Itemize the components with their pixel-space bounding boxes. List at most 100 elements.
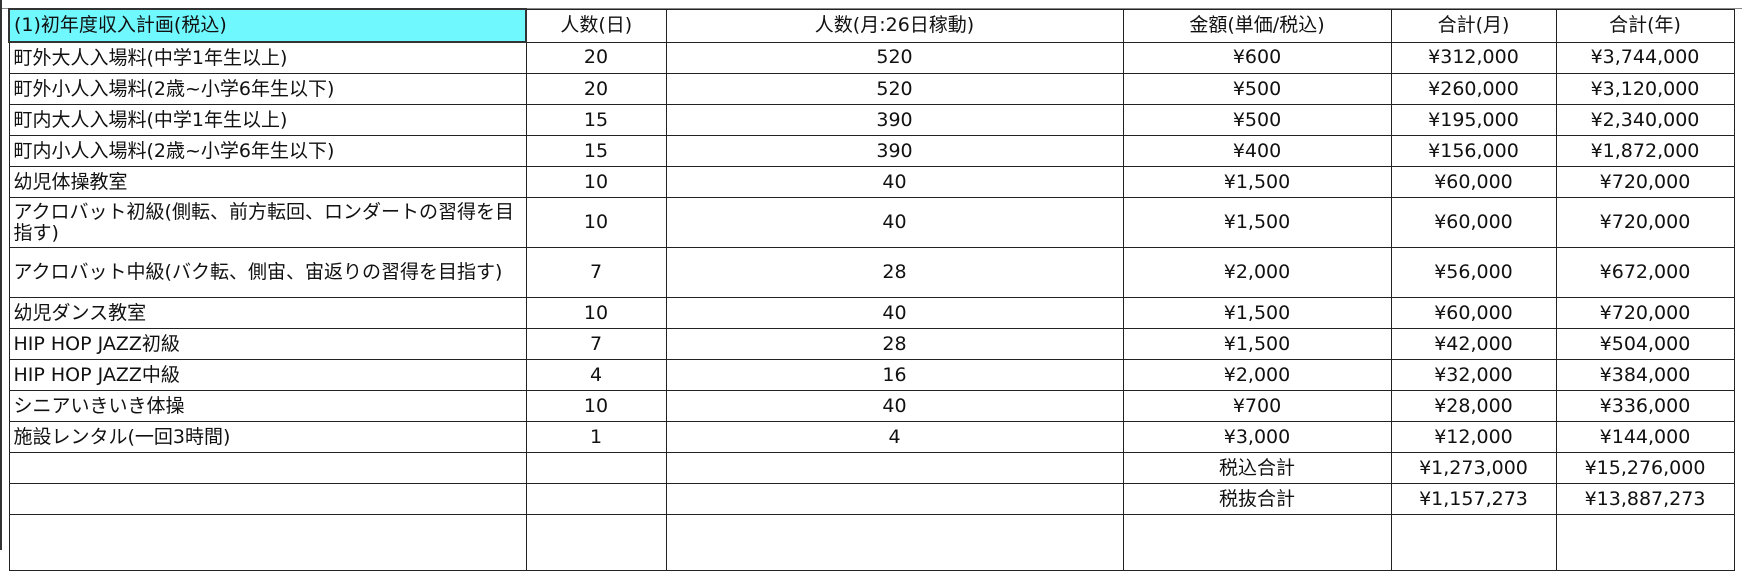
empty-cell[interactable] — [8, 452, 527, 484]
cell-price[interactable]: ¥1,500 — [1122, 197, 1392, 248]
cell-price[interactable]: ¥2,000 — [1122, 247, 1392, 298]
cell-name[interactable]: HIP HOP JAZZ中級 — [8, 359, 527, 391]
cell-year-total[interactable]: ¥3,120,000 — [1555, 73, 1735, 105]
cell-monthly[interactable]: 520 — [665, 73, 1124, 105]
empty-cell[interactable] — [665, 514, 1124, 571]
cell-month-total[interactable]: ¥260,000 — [1390, 73, 1557, 105]
cell-price[interactable]: ¥1,500 — [1122, 166, 1392, 198]
total-label[interactable]: 税抜合計 — [1122, 483, 1392, 515]
cell-price[interactable]: ¥1,500 — [1122, 297, 1392, 329]
cell-month-total[interactable]: ¥312,000 — [1390, 41, 1557, 74]
empty-row — [8, 514, 1735, 571]
empty-cell[interactable] — [1555, 514, 1735, 571]
table-title[interactable]: (1)初年度収入計画(税込) — [8, 8, 527, 43]
cell-year-total[interactable]: ¥720,000 — [1555, 297, 1735, 329]
cell-daily[interactable]: 4 — [525, 359, 667, 391]
cell-month-total[interactable]: ¥195,000 — [1390, 104, 1557, 136]
cell-monthly[interactable]: 40 — [665, 166, 1124, 198]
cell-year-total[interactable]: ¥720,000 — [1555, 166, 1735, 198]
empty-cell[interactable] — [525, 514, 667, 571]
header-daily[interactable]: 人数(日) — [525, 8, 667, 43]
cell-name[interactable]: シニアいきいき体操 — [8, 390, 527, 422]
cell-price[interactable]: ¥500 — [1122, 73, 1392, 105]
cell-daily[interactable]: 7 — [525, 328, 667, 360]
cell-daily[interactable]: 1 — [525, 421, 667, 453]
cell-month-total[interactable]: ¥60,000 — [1390, 166, 1557, 198]
header-month-total[interactable]: 合計(月) — [1390, 8, 1557, 43]
cell-year-total[interactable]: ¥504,000 — [1555, 328, 1735, 360]
empty-cell[interactable] — [8, 514, 527, 571]
cell-price[interactable]: ¥3,000 — [1122, 421, 1392, 453]
header-price[interactable]: 金額(単価/税込) — [1122, 8, 1392, 43]
cell-monthly[interactable]: 28 — [665, 328, 1124, 360]
cell-monthly[interactable]: 40 — [665, 197, 1124, 248]
cell-year-total[interactable]: ¥672,000 — [1555, 247, 1735, 298]
header-year-total[interactable]: 合計(年) — [1555, 8, 1735, 43]
left-border — [0, 0, 2, 550]
empty-cell[interactable] — [525, 452, 667, 484]
cell-month-total[interactable]: ¥28,000 — [1390, 390, 1557, 422]
total-month-total[interactable]: ¥1,157,273 — [1390, 483, 1557, 515]
cell-name[interactable]: 町内小人入場料(2歳~小学6年生以下) — [8, 135, 527, 167]
cell-daily[interactable]: 7 — [525, 247, 667, 298]
cell-year-total[interactable]: ¥720,000 — [1555, 197, 1735, 248]
cell-daily[interactable]: 20 — [525, 41, 667, 74]
cell-name[interactable]: 幼児ダンス教室 — [8, 297, 527, 329]
cell-daily[interactable]: 15 — [525, 135, 667, 167]
cell-year-total[interactable]: ¥144,000 — [1555, 421, 1735, 453]
cell-month-total[interactable]: ¥156,000 — [1390, 135, 1557, 167]
cell-daily[interactable]: 10 — [525, 390, 667, 422]
cell-month-total[interactable]: ¥56,000 — [1390, 247, 1557, 298]
cell-year-total[interactable]: ¥336,000 — [1555, 390, 1735, 422]
cell-monthly[interactable]: 40 — [665, 390, 1124, 422]
cell-monthly[interactable]: 16 — [665, 359, 1124, 391]
income-plan-table: (1)初年度収入計画(税込) 人数(日) 人数(月:26日稼動) 金額(単価/税… — [8, 8, 1735, 571]
cell-name[interactable]: 町外大人入場料(中学1年生以上) — [8, 41, 527, 74]
total-year-total[interactable]: ¥15,276,000 — [1555, 452, 1735, 484]
cell-monthly[interactable]: 390 — [665, 135, 1124, 167]
cell-price[interactable]: ¥600 — [1122, 41, 1392, 74]
cell-year-total[interactable]: ¥384,000 — [1555, 359, 1735, 391]
total-label[interactable]: 税込合計 — [1122, 452, 1392, 484]
cell-daily[interactable]: 15 — [525, 104, 667, 136]
cell-name[interactable]: 町外小人入場料(2歳~小学6年生以下) — [8, 73, 527, 105]
cell-name[interactable]: 町内大人入場料(中学1年生以上) — [8, 104, 527, 136]
cell-monthly[interactable]: 520 — [665, 41, 1124, 74]
empty-cell[interactable] — [665, 483, 1124, 515]
total-month-total[interactable]: ¥1,273,000 — [1390, 452, 1557, 484]
cell-month-total[interactable]: ¥42,000 — [1390, 328, 1557, 360]
cell-name[interactable]: アクロバット初級(側転、前方転回、ロンダートの習得を目指す) — [8, 197, 527, 248]
cell-year-total[interactable]: ¥3,744,000 — [1555, 41, 1735, 74]
cell-daily[interactable]: 10 — [525, 197, 667, 248]
cell-month-total[interactable]: ¥32,000 — [1390, 359, 1557, 391]
cell-daily[interactable]: 10 — [525, 166, 667, 198]
empty-cell[interactable] — [1122, 514, 1392, 571]
cell-price[interactable]: ¥500 — [1122, 104, 1392, 136]
cell-year-total[interactable]: ¥1,872,000 — [1555, 135, 1735, 167]
empty-cell[interactable] — [8, 483, 527, 515]
cell-name[interactable]: アクロバット中級(バク転、側宙、宙返りの習得を目指す) — [8, 247, 527, 298]
cell-daily[interactable]: 10 — [525, 297, 667, 329]
cell-month-total[interactable]: ¥12,000 — [1390, 421, 1557, 453]
cell-month-total[interactable]: ¥60,000 — [1390, 197, 1557, 248]
total-year-total[interactable]: ¥13,887,273 — [1555, 483, 1735, 515]
empty-cell[interactable] — [1390, 514, 1557, 571]
cell-year-total[interactable]: ¥2,340,000 — [1555, 104, 1735, 136]
empty-cell[interactable] — [665, 452, 1124, 484]
cell-name[interactable]: 施設レンタル(一回3時間) — [8, 421, 527, 453]
cell-month-total[interactable]: ¥60,000 — [1390, 297, 1557, 329]
cell-name[interactable]: 幼児体操教室 — [8, 166, 527, 198]
cell-daily[interactable]: 20 — [525, 73, 667, 105]
cell-price[interactable]: ¥2,000 — [1122, 359, 1392, 391]
cell-monthly[interactable]: 390 — [665, 104, 1124, 136]
cell-price[interactable]: ¥700 — [1122, 390, 1392, 422]
cell-monthly[interactable]: 4 — [665, 421, 1124, 453]
table-row: シニアいきいき体操 10 40 ¥700 ¥28,000 ¥336,000 — [8, 390, 1735, 422]
cell-name[interactable]: HIP HOP JAZZ初級 — [8, 328, 527, 360]
cell-price[interactable]: ¥1,500 — [1122, 328, 1392, 360]
cell-price[interactable]: ¥400 — [1122, 135, 1392, 167]
cell-monthly[interactable]: 28 — [665, 247, 1124, 298]
cell-monthly[interactable]: 40 — [665, 297, 1124, 329]
empty-cell[interactable] — [525, 483, 667, 515]
header-monthly[interactable]: 人数(月:26日稼動) — [665, 8, 1124, 43]
